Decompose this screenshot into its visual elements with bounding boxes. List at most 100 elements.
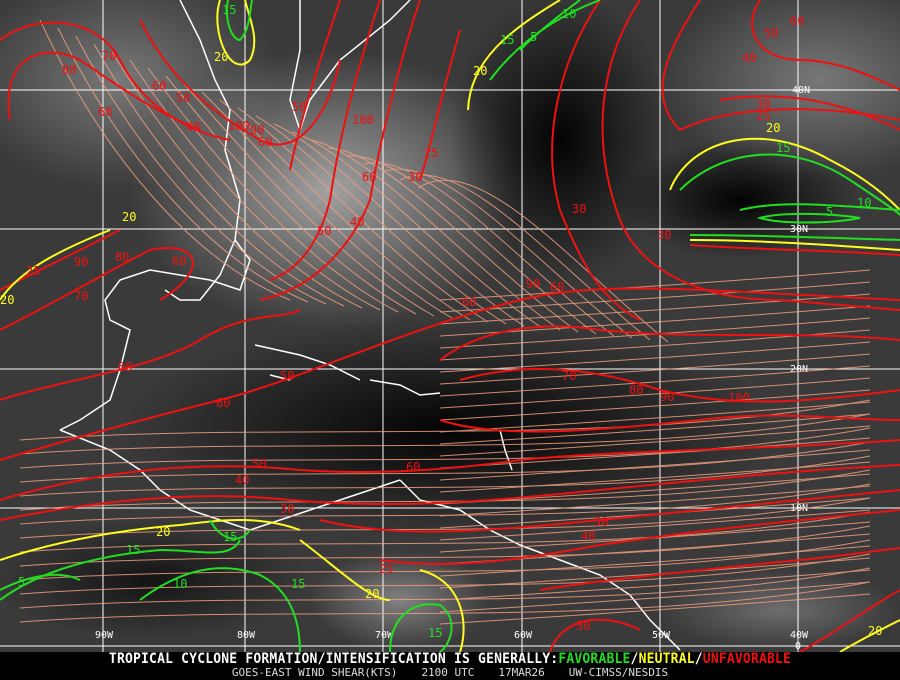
contour-label-neutral: 20	[122, 210, 136, 224]
lon-label: 60W	[514, 630, 533, 641]
contour-label-unfavorable: 100	[352, 113, 374, 127]
contour-label-unfavorable: 90	[74, 255, 88, 269]
contour-label-unfavorable: 60	[172, 254, 186, 268]
contour-label-unfavorable: 40	[350, 215, 364, 229]
contours-neutral	[0, 0, 900, 652]
satellite-imagery	[0, 0, 900, 652]
contour-label-unfavorable: 60	[118, 360, 132, 374]
streamline	[19, 525, 871, 567]
contour-label-unfavorable: 30	[756, 97, 770, 111]
contour-label-unfavorable: 60	[258, 135, 272, 149]
contour-label-neutral: 20	[214, 50, 228, 64]
contour-label-unfavorable: 100	[728, 391, 750, 405]
streamline	[19, 567, 871, 609]
lat-label: 40N	[792, 85, 810, 96]
lat-label: 20N	[790, 364, 808, 375]
streamline	[237, 107, 489, 323]
contours-unfavorable	[0, 0, 900, 652]
contour-label-unfavorable: 90	[660, 390, 674, 404]
contour-label-unfavorable: 50	[317, 224, 331, 238]
product-date: 17MAR26	[498, 666, 545, 679]
streamline	[363, 162, 615, 337]
lon-label: 40W	[790, 630, 809, 641]
streamline	[439, 341, 871, 373]
contour-label-favorable: 15	[776, 141, 790, 155]
streamline	[19, 497, 871, 539]
contour-label-unfavorable: 70	[562, 369, 576, 383]
streamline	[439, 569, 871, 601]
streamline	[439, 329, 871, 361]
streamline	[19, 483, 871, 525]
streamline	[291, 131, 543, 329]
streamline	[183, 83, 435, 317]
streamline	[57, 27, 309, 303]
grid-labels: 90W 80W 70W 60W 50W 40W 40N 30N 20N 10N …	[95, 85, 810, 652]
streamline	[439, 581, 871, 613]
contour-label-favorable: 10	[562, 7, 576, 21]
streamline	[439, 437, 871, 469]
streamline	[19, 413, 871, 455]
lon-label: 70W	[375, 630, 394, 641]
legend-favorable: FAVORABLE	[558, 651, 631, 667]
contour-label-favorable: 15	[291, 577, 305, 591]
streamline	[439, 593, 871, 625]
streamline	[439, 401, 871, 433]
streamline	[439, 485, 871, 517]
contour-label-unfavorable: 60	[462, 295, 476, 309]
contour-label-neutral: 20	[156, 525, 170, 539]
contour-label-unfavorable: 40	[581, 529, 595, 543]
map-canvas: 90W 80W 70W 60W 50W 40W 40N 30N 20N 10N …	[0, 0, 900, 652]
streamline	[219, 99, 471, 321]
contour-label-unfavorable: 40	[186, 120, 200, 134]
legend-unfavorable: UNFAVORABLE	[702, 651, 792, 667]
contour-label-favorable: 15	[223, 530, 237, 544]
contour-label-favorable: 15	[126, 543, 140, 557]
lon-label: 50W	[652, 630, 671, 641]
legend-sep: /	[630, 651, 639, 667]
contour-label-favorable: 10	[857, 196, 871, 210]
streamline	[19, 539, 871, 581]
streamline	[439, 365, 871, 397]
contour-label-unfavorable: 30	[408, 170, 422, 184]
streamline	[439, 545, 871, 577]
contour-label-favorable: 10	[173, 577, 187, 591]
contour-label-neutral: 20	[766, 121, 780, 135]
contour-label-unfavorable: 60	[550, 280, 564, 294]
legend-sep: /	[694, 651, 703, 667]
streamline	[439, 521, 871, 553]
streamline	[439, 281, 871, 313]
contour-label-favorable: 5	[18, 575, 25, 589]
contour-label-neutral: 20	[0, 293, 14, 307]
streamline	[147, 67, 399, 313]
contour-label-unfavorable: 70	[74, 289, 88, 303]
contour-label-unfavorable: 90	[526, 277, 540, 291]
lon-label: 80W	[237, 630, 256, 641]
contour-label-unfavorable: 30	[576, 619, 590, 633]
streamline	[129, 59, 381, 311]
contour-label-unfavorable: 70	[102, 49, 116, 63]
contour-label-neutral: 20	[868, 624, 882, 638]
lon-label: 90W	[95, 630, 114, 641]
streamline	[75, 35, 327, 305]
contour-label-unfavorable: 60	[216, 396, 230, 410]
contour-label-unfavorable: 25	[26, 264, 40, 278]
legend-footer: TROPICAL CYCLONE FORMATION/INTENSIFICATI…	[0, 652, 900, 680]
legend-neutral: NEUTRAL	[638, 651, 695, 667]
contour-label-unfavorable: 50	[594, 515, 608, 529]
streamline	[19, 427, 871, 469]
streamline	[19, 511, 871, 553]
streamline	[39, 19, 291, 301]
streamline	[439, 389, 871, 421]
product-source: UW-CIMSS/NESDIS	[568, 666, 669, 679]
contour-label-unfavorable: 25	[756, 109, 770, 123]
product-time: 2100 UTC	[421, 666, 475, 679]
contours-favorable	[0, 0, 900, 652]
contour-label-unfavorable: 60	[406, 460, 420, 474]
streamline	[439, 269, 871, 301]
contour-label-unfavorable: 30	[572, 202, 586, 216]
contour-label-unfavorable: 60	[790, 14, 804, 28]
streamline	[19, 441, 871, 483]
contour-label-unfavorable: 30	[657, 228, 671, 242]
streamline	[165, 75, 417, 315]
